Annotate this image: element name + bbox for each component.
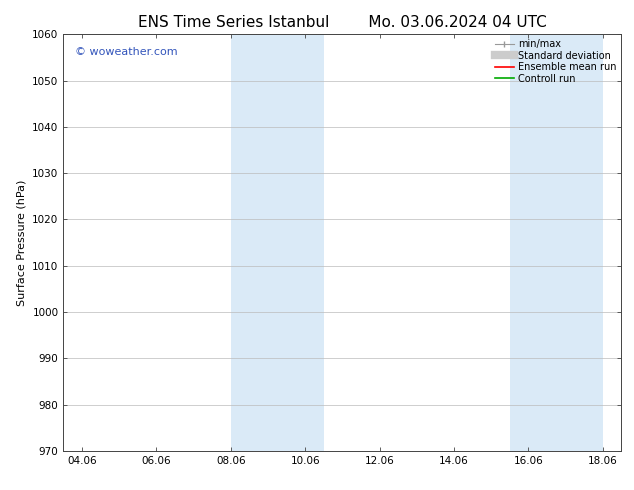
Title: ENS Time Series Istanbul        Mo. 03.06.2024 04 UTC: ENS Time Series Istanbul Mo. 03.06.2024 … bbox=[138, 15, 547, 30]
Legend: min/max, Standard deviation, Ensemble mean run, Controll run: min/max, Standard deviation, Ensemble me… bbox=[493, 37, 618, 85]
Text: © woweather.com: © woweather.com bbox=[75, 47, 177, 57]
Y-axis label: Surface Pressure (hPa): Surface Pressure (hPa) bbox=[16, 179, 27, 306]
Bar bbox=[231, 34, 324, 451]
Bar bbox=[510, 34, 603, 451]
